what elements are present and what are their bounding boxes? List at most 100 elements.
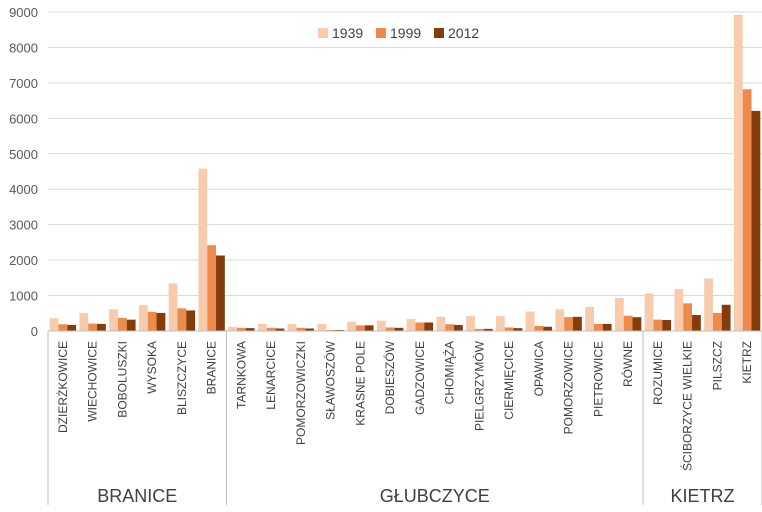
x-tick-label: BRANICE [205,341,219,394]
y-tick-label: 1000 [9,289,38,304]
x-tick-label: WYSOKA [145,341,159,394]
bar-2012 [543,326,553,331]
bar-1939 [109,309,118,331]
x-tick-label: DZIERŻKOWICE [56,341,70,433]
legend-label: 1939 [332,25,363,41]
bar-2012 [394,327,404,331]
bar-1999 [653,319,663,331]
bar-1999 [415,322,425,331]
bar-1999 [712,312,722,331]
bar-1999 [58,324,68,331]
y-tick-label: 8000 [9,40,38,55]
bar-2012 [126,319,136,331]
y-tick-label: 3000 [9,218,38,233]
bar-1939 [138,305,148,331]
group-label: BRANICE [97,486,177,506]
bar-1999 [534,326,544,331]
x-tick-label: PIETROWICE [591,341,605,417]
bar-1999 [742,89,752,332]
bar-1999 [445,324,455,331]
bar-2012 [513,328,523,331]
bar-1999 [117,317,127,331]
bar-2012 [97,323,106,331]
x-tick-label: POMORZOWICE [562,341,576,434]
y-tick-label: 5000 [9,147,38,162]
bar-2012 [424,322,434,331]
bar-1999 [266,327,276,331]
bars [49,14,761,332]
x-tick-label: PILSZCZ [710,341,724,390]
bar-2012 [721,304,731,331]
bar-2012 [245,328,255,331]
bar-1939 [49,318,59,331]
x-tick-label: CIERMIĘCICE [502,341,516,420]
legend-swatch-2012 [434,28,444,38]
legend-label: 2012 [448,25,479,41]
bar-1939 [347,321,356,331]
bar-1939 [376,320,386,331]
bar-1939 [317,323,327,331]
bar-1999 [207,245,217,331]
x-tick-label: KRASNE POLE [353,341,367,426]
x-tick-label: ROZUMICE [651,341,665,405]
x-tick-label: KIETRZ [740,341,754,384]
bar-2012 [602,323,612,331]
bar-2012 [662,320,672,331]
y-tick-label: 4000 [9,182,38,197]
bar-1939 [495,316,505,331]
bar-1999 [88,323,98,331]
bar-1939 [704,278,713,331]
bar-1939 [287,323,297,331]
bar-2012 [692,315,701,331]
y-tick-label: 2000 [9,253,38,268]
legend-swatch-1939 [318,28,328,38]
bar-1999 [326,329,336,331]
bar-1939 [733,14,743,332]
bar-2012 [156,312,166,331]
bar-1939 [436,316,446,331]
bar-1999 [236,327,246,331]
bar-2012 [632,317,642,331]
legend-swatch-1999 [376,28,386,38]
x-tick-label: RÓWNE [620,341,635,387]
bar-1939 [555,309,565,331]
bar-2012 [67,324,77,331]
y-tick-label: 9000 [9,5,38,20]
bar-1939 [525,311,535,331]
bar-2012 [573,316,582,331]
group-label: KIETRZ [670,486,734,506]
x-tick-label: OPAWICA [532,341,546,396]
group-labels: BRANICE GŁUBCZYCE KIETRZ [47,331,762,506]
x-tick-label: PIELGRZYMÓW [471,340,486,431]
x-tick-label: BOBOLUSZKI [115,341,129,418]
x-tick-label: WIECHOWICE [86,341,100,422]
x-tick-label: TARNKOWA [234,341,248,409]
bar-2012 [305,328,315,331]
bar-1999 [355,325,365,331]
x-tick-label: POMORZOWICZKI [294,341,308,445]
bar-2012 [454,324,463,331]
bar-1999 [385,327,395,331]
bar-1939 [614,298,624,331]
x-tick-label: ŚCIBORZYCE WIELKIE [680,341,695,471]
bar-2012 [751,110,761,331]
bar-2012 [186,310,196,331]
bar-1939 [79,312,89,331]
x-axis: DZIERŻKOWICE WIECHOWICE BOBOLUSZKI WYSOKA BL… [48,330,762,471]
y-tick-label: 7000 [9,76,38,91]
x-tick-label: SŁAWOSZÓW [323,340,338,420]
bar-1939 [198,168,208,331]
x-tick-label: GADZOWICE [413,341,427,415]
bar-2012 [483,328,493,331]
bar-1939 [466,316,475,331]
bar-1939 [585,306,594,331]
x-tick-label: DOBIESZÓW [382,340,397,414]
bar-1999 [177,308,187,331]
bar-2012 [335,329,344,331]
bar-1999 [683,303,693,331]
bar-1939 [406,318,416,331]
legend-label: 1999 [390,25,421,41]
bar-1999 [593,323,603,331]
bar-1939 [674,289,684,331]
